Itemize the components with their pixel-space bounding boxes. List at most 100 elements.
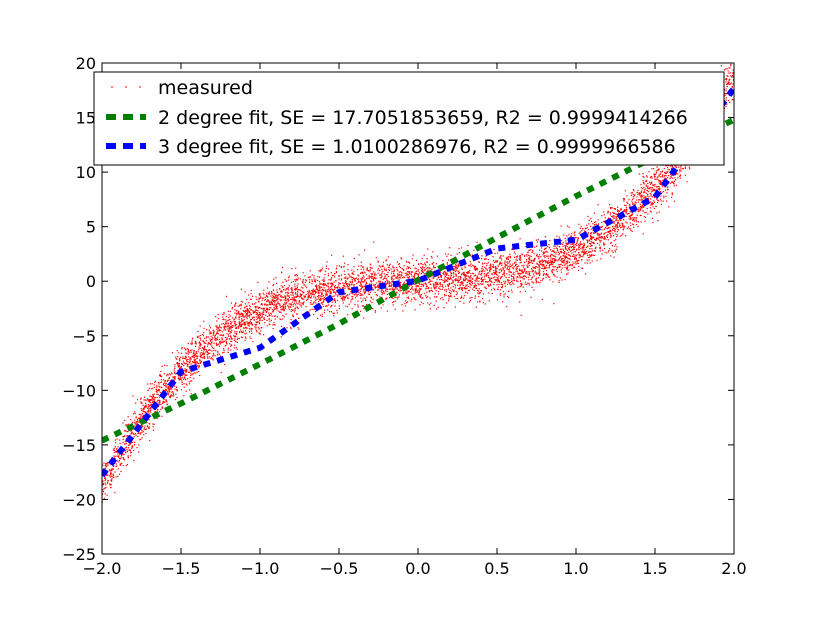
measured-point: [276, 316, 278, 318]
measured-point: [558, 236, 560, 238]
measured-point: [313, 289, 315, 291]
measured-point: [489, 278, 491, 281]
measured-point: [124, 443, 126, 445]
measured-point: [532, 249, 534, 252]
measured-point: [375, 277, 377, 279]
measured-point: [183, 357, 185, 360]
measured-point: [559, 277, 562, 279]
measured-point: [480, 278, 482, 280]
measured-point: [152, 426, 154, 428]
measured-point: [634, 211, 636, 213]
measured-point: [162, 383, 165, 385]
measured-point: [452, 281, 454, 283]
measured-point: [216, 344, 218, 347]
measured-point: [424, 262, 426, 264]
measured-point: [244, 333, 246, 335]
measured-point: [254, 323, 256, 326]
measured-point: [253, 312, 256, 314]
measured-point: [510, 280, 513, 282]
measured-point: [726, 75, 728, 77]
measured-point: [638, 210, 640, 212]
measured-point: [644, 180, 646, 182]
measured-point: [298, 317, 300, 319]
measured-point: [127, 430, 129, 433]
measured-point: [461, 268, 463, 271]
measured-point: [168, 389, 170, 391]
measured-point: [277, 295, 279, 297]
measured-point: [179, 367, 181, 369]
measured-point: [272, 311, 274, 313]
measured-point: [109, 484, 111, 486]
measured-point: [508, 274, 510, 276]
measured-point: [291, 309, 293, 311]
measured-point: [393, 267, 395, 269]
measured-point: [332, 291, 335, 293]
measured-point: [645, 184, 647, 186]
measured-point: [539, 282, 541, 284]
measured-point: [287, 305, 289, 307]
measured-point: [653, 201, 656, 203]
measured-point: [107, 474, 109, 476]
measured-point: [220, 334, 222, 336]
measured-point: [504, 285, 506, 287]
measured-point: [216, 332, 219, 334]
measured-point: [188, 366, 190, 368]
measured-point: [150, 411, 152, 413]
measured-point: [628, 199, 630, 201]
measured-point: [210, 332, 212, 334]
measured-point: [164, 389, 166, 391]
measured-point: [131, 447, 133, 449]
measured-point: [200, 334, 202, 337]
measured-point: [338, 308, 340, 310]
measured-point: [195, 372, 197, 374]
measured-point: [215, 316, 217, 318]
measured-point: [516, 267, 518, 269]
measured-point: [381, 291, 383, 293]
measured-point: [486, 272, 489, 274]
measured-point: [203, 353, 205, 355]
measured-point: [559, 264, 561, 266]
measured-point: [347, 288, 349, 290]
measured-point: [336, 286, 339, 288]
measured-point: [583, 245, 585, 247]
measured-point: [600, 236, 603, 238]
measured-point: [298, 302, 300, 304]
measured-point: [225, 295, 228, 297]
measured-point: [207, 357, 209, 359]
measured-point: [153, 401, 155, 403]
measured-point: [466, 281, 469, 283]
measured-point: [300, 290, 302, 292]
measured-point: [364, 272, 366, 274]
measured-point: [162, 379, 165, 381]
measured-point: [553, 250, 555, 252]
measured-point: [526, 264, 528, 266]
measured-point: [163, 373, 165, 375]
measured-point: [134, 423, 136, 425]
measured-point: [211, 339, 213, 341]
measured-point: [644, 216, 647, 219]
measured-point: [218, 324, 221, 326]
measured-point: [323, 300, 325, 302]
measured-point: [285, 313, 287, 315]
measured-point: [430, 256, 433, 258]
measured-point: [437, 282, 439, 284]
measured-point: [347, 314, 349, 316]
measured-point: [290, 310, 292, 313]
measured-point: [150, 399, 152, 401]
measured-point: [667, 167, 669, 169]
measured-point: [231, 321, 233, 323]
measured-point: [156, 409, 159, 411]
measured-point: [158, 385, 160, 387]
measured-point: [321, 279, 323, 281]
measured-point: [589, 234, 592, 237]
measured-point: [212, 329, 214, 331]
measured-point: [158, 383, 160, 385]
measured-point: [321, 293, 323, 295]
measured-point: [658, 183, 661, 185]
measured-point: [428, 304, 431, 306]
measured-point: [585, 228, 587, 230]
measured-point: [315, 300, 317, 302]
measured-point: [559, 248, 561, 250]
measured-point: [391, 272, 393, 274]
measured-point: [326, 290, 329, 292]
